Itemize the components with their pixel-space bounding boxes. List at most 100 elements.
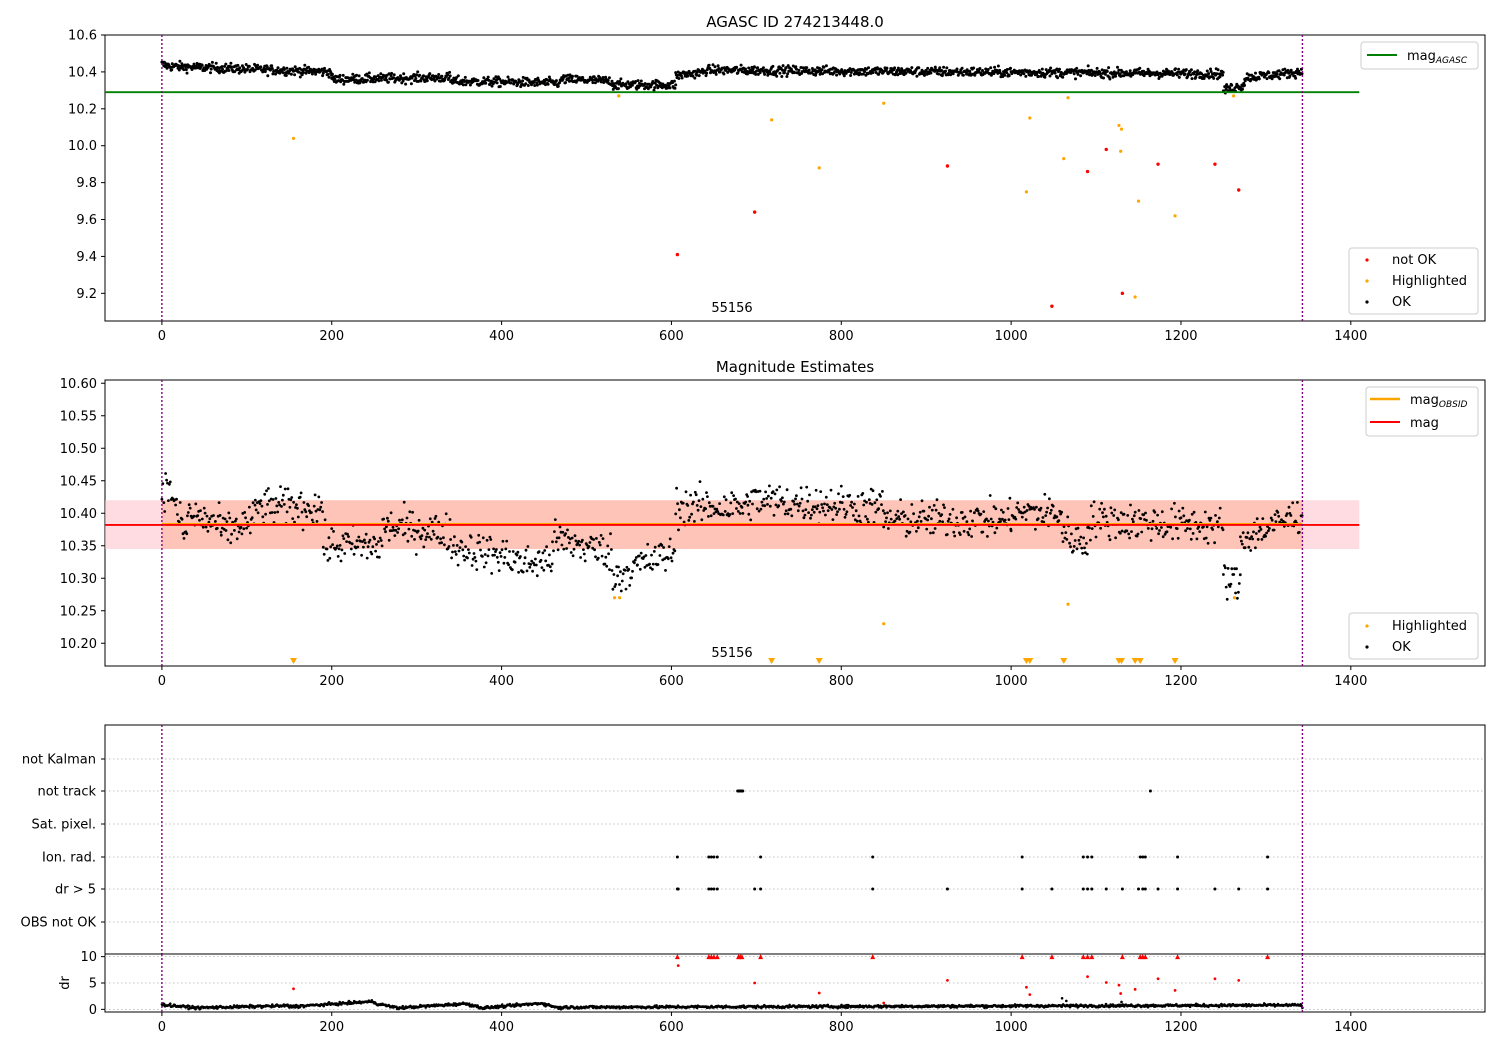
- ok-point: [281, 493, 285, 497]
- ok-point: [1289, 514, 1293, 517]
- ok-point: [1126, 514, 1130, 517]
- ok-point: [592, 538, 595, 541]
- ok-point: [985, 517, 988, 521]
- capped-marker: [714, 954, 720, 960]
- ok-point: [1024, 74, 1028, 78]
- ok-point: [701, 497, 705, 501]
- ok-point: [223, 517, 227, 521]
- flag-point: [676, 887, 680, 891]
- ok-point: [784, 66, 788, 70]
- ok-point: [1184, 68, 1188, 72]
- middle-chart-title: Magnitude Estimates: [716, 358, 874, 376]
- ok-point: [899, 71, 903, 75]
- ok-point: [524, 548, 528, 552]
- ok-point: [1073, 539, 1077, 542]
- ok-point: [955, 67, 959, 71]
- ok-point: [581, 538, 584, 542]
- not-ok-point: [752, 210, 757, 214]
- ok-point: [287, 71, 291, 75]
- ok-point: [767, 494, 770, 498]
- ok-point: [696, 508, 700, 512]
- ok-point: [783, 512, 787, 516]
- ok-point: [986, 535, 989, 538]
- ok-point: [815, 1004, 818, 1007]
- ok-point: [930, 508, 934, 512]
- ok-point: [398, 518, 401, 522]
- ok-point: [1161, 535, 1165, 539]
- ok-point: [612, 573, 616, 576]
- ok-point: [481, 555, 484, 558]
- ok-point: [828, 506, 832, 510]
- ok-point: [970, 535, 973, 538]
- x-tick-label: 1200: [1164, 1020, 1197, 1035]
- flag-point: [1050, 887, 1054, 891]
- ok-point: [376, 74, 380, 78]
- ok-point: [1223, 566, 1227, 570]
- ok-point: [293, 520, 296, 524]
- ok-point: [543, 549, 547, 552]
- ok-point: [564, 532, 567, 535]
- ok-point: [617, 565, 620, 569]
- ok-point: [243, 511, 247, 514]
- ok-point: [634, 556, 638, 559]
- ok-point: [942, 503, 945, 507]
- ok-point: [1216, 68, 1220, 72]
- ok-point: [803, 513, 807, 517]
- ok-point: [731, 512, 735, 515]
- ok-point: [182, 68, 186, 72]
- ok-point: [716, 64, 720, 68]
- flag-category-label: OBS not OK: [21, 916, 97, 931]
- ok-point: [888, 509, 892, 513]
- ok-point: [621, 572, 625, 576]
- ok-point: [880, 503, 883, 506]
- ok-point: [247, 64, 251, 68]
- ok-point: [1082, 536, 1085, 540]
- ok-point: [1089, 68, 1093, 72]
- ok-point: [180, 517, 184, 521]
- ok-point: [639, 551, 643, 555]
- ok-point: [593, 548, 596, 552]
- ok-point: [646, 542, 650, 546]
- ok-point: [419, 537, 423, 541]
- ok-point: [408, 510, 412, 514]
- ok-point: [1138, 66, 1142, 70]
- ok-point: [507, 563, 510, 567]
- not-ok-point: [1085, 169, 1090, 174]
- ok-point: [1163, 532, 1167, 536]
- ok-point: [351, 78, 355, 82]
- ok-point: [608, 568, 611, 571]
- y-tick-label: 10.60: [60, 377, 97, 392]
- ok-point: [782, 500, 786, 504]
- ok-point: [327, 75, 331, 79]
- ok-point: [323, 66, 326, 70]
- ok-point: [904, 71, 908, 75]
- ok-point: [454, 553, 458, 556]
- ok-point: [187, 503, 191, 507]
- ok-point: [1243, 546, 1247, 550]
- ok-point: [747, 66, 751, 70]
- highlighted-point: [1136, 199, 1141, 203]
- ok-point: [746, 503, 750, 507]
- top-plot: 0 200 400 600 800 1000 1200 14009.29.49.69.810.…: [68, 29, 1486, 344]
- ok-point: [606, 79, 610, 82]
- ok-point: [184, 65, 188, 69]
- ok-point: [168, 65, 172, 69]
- ok-point: [1122, 512, 1126, 516]
- ok-point: [591, 546, 595, 550]
- ok-point: [180, 62, 184, 66]
- ok-point: [1020, 69, 1024, 73]
- top-legend-status: not OK Highlighted OK: [1348, 247, 1479, 315]
- flag-point: [1156, 887, 1160, 891]
- ok-point: [1092, 500, 1096, 504]
- ok-point: [1136, 532, 1140, 536]
- ok-point: [605, 564, 609, 568]
- ok-point: [612, 82, 616, 86]
- flag-point: [1141, 887, 1145, 891]
- flag-point: [1143, 855, 1147, 859]
- ok-point: [782, 71, 786, 75]
- ok-point: [1098, 507, 1102, 511]
- ok-point: [170, 62, 174, 66]
- ok-point: [270, 511, 274, 514]
- ok-point: [379, 72, 383, 76]
- ok-point: [342, 82, 346, 86]
